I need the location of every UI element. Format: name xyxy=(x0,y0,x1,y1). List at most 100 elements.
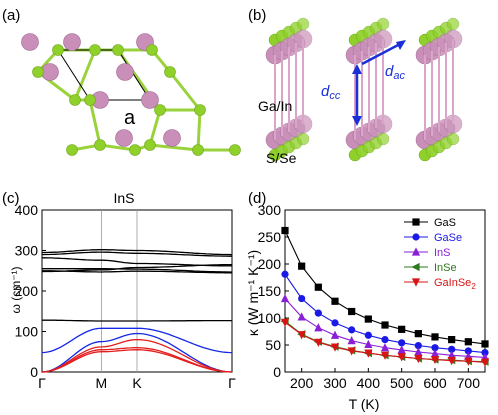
chalcogen-atom xyxy=(66,144,78,156)
dac-arrow-shaft xyxy=(361,42,401,66)
lattice-bond xyxy=(196,109,202,151)
metal-atom xyxy=(116,63,134,81)
chalcogen-atom xyxy=(144,139,156,151)
panel-b-label: (b) xyxy=(248,7,266,24)
data-point-triangle-left xyxy=(411,262,420,272)
data-point-triangle-down xyxy=(280,318,290,327)
lattice-bond xyxy=(88,99,102,146)
chart-d-xtick: 200 xyxy=(290,375,314,391)
data-point-triangle-up xyxy=(347,336,356,345)
data-point-square xyxy=(281,226,289,235)
data-point-square xyxy=(364,315,372,323)
lattice-bond xyxy=(99,143,136,152)
data-point-square xyxy=(464,338,472,346)
panel-c-label: (c) xyxy=(2,190,20,207)
chalcogen-atom xyxy=(84,94,96,106)
chart-d-ytick: 0 xyxy=(273,364,281,380)
data-point-square xyxy=(414,330,422,338)
data-point-circle xyxy=(348,326,356,334)
dac-label: dac xyxy=(385,63,405,82)
chalcogen-atom xyxy=(446,17,460,31)
chart-d-ytick: 200 xyxy=(258,256,282,272)
panel-b-structure xyxy=(265,17,463,162)
metal-atom xyxy=(163,129,181,147)
data-point-square xyxy=(412,218,420,226)
chalcogen-atom xyxy=(376,132,390,146)
chalcogen-atom xyxy=(69,94,81,106)
data-point-circle xyxy=(381,336,389,344)
legend-label: GaInSe2 xyxy=(434,277,476,291)
metal-atom xyxy=(141,91,159,109)
data-point-square xyxy=(348,307,356,316)
data-point-square xyxy=(431,333,439,341)
chart-c-ytick: 0 xyxy=(30,364,38,380)
chalcogen-atom xyxy=(194,104,206,116)
data-point-triangle-down xyxy=(297,331,306,340)
lattice-constant-label: a xyxy=(124,107,136,129)
phonon-band xyxy=(41,338,233,373)
chart-c-xtick: K xyxy=(132,375,142,391)
chalcogen-atom xyxy=(89,44,101,56)
data-point-triangle-down xyxy=(447,357,456,366)
chalcogen-atom xyxy=(94,139,106,151)
data-point-circle xyxy=(364,331,372,339)
data-point-circle xyxy=(331,319,339,327)
data-point-circle xyxy=(412,233,420,241)
legend-label: GaS xyxy=(434,217,456,229)
chalcogen-atom xyxy=(296,17,310,31)
data-point-circle xyxy=(431,344,439,352)
chalcogen-atom xyxy=(446,132,460,146)
chalcogen-atom xyxy=(52,44,64,56)
data-point-triangle-down xyxy=(347,347,356,356)
phonon-band xyxy=(41,332,233,373)
data-point-triangle-down xyxy=(397,353,406,362)
phonon-band xyxy=(41,251,232,257)
chalcogen-atom xyxy=(32,66,44,78)
phonon-band xyxy=(41,327,233,354)
chart-d-ylabel: κ (W m⁻¹ K⁻¹) xyxy=(245,250,261,336)
chart-d-ytick: 100 xyxy=(258,310,282,326)
dac-arrow-head xyxy=(396,40,406,50)
phonon-band xyxy=(42,319,232,322)
chart-c-ytick: 200 xyxy=(15,283,39,299)
chart-d-xtick: 400 xyxy=(357,375,381,391)
data-point-triangle-down xyxy=(411,278,421,287)
data-point-triangle-up xyxy=(397,345,406,354)
data-point-square xyxy=(381,321,389,329)
panel-a-lattice xyxy=(21,33,241,156)
phonon-band xyxy=(41,349,233,373)
legend-label: GaSe xyxy=(434,232,462,244)
data-point-triangle-down xyxy=(414,354,423,364)
data-point-triangle-up xyxy=(280,293,290,303)
chart-d-xlabel: T (K) xyxy=(349,396,380,412)
chart-c-ytick: 300 xyxy=(15,243,39,259)
metal-atom xyxy=(21,33,39,51)
data-point-square xyxy=(298,262,306,270)
chart-c-ytick: 100 xyxy=(15,324,39,340)
data-point-triangle-down xyxy=(430,355,440,365)
data-point-circle xyxy=(464,347,472,355)
lattice-bond xyxy=(149,143,199,152)
data-point-triangle-up xyxy=(430,349,440,358)
chart-c-ylabel: ω (cm⁻¹) xyxy=(9,266,23,313)
data-point-triangle-up xyxy=(380,343,390,352)
chart-c-xtick: Γ xyxy=(38,375,46,391)
chalcogen-atom xyxy=(192,144,204,156)
metal-label: Ga/In xyxy=(258,98,292,114)
lattice-bond xyxy=(73,49,97,101)
data-point-square xyxy=(398,325,406,333)
chart-d-xtick: 300 xyxy=(323,375,347,391)
data-point-triangle-up xyxy=(364,339,373,349)
legend-label: InSe xyxy=(434,262,457,274)
data-point-triangle-up xyxy=(411,247,421,256)
chart-c-xtick: M xyxy=(96,375,108,391)
data-point-triangle-up xyxy=(297,312,306,321)
data-point-triangle-up xyxy=(314,323,323,332)
panel-a-label: (a) xyxy=(2,7,20,24)
chalcogen-label: S/Se xyxy=(266,150,297,166)
lattice-bond xyxy=(148,109,162,146)
dcc-arrow-head-up xyxy=(352,64,362,74)
phonon-band xyxy=(42,268,232,273)
